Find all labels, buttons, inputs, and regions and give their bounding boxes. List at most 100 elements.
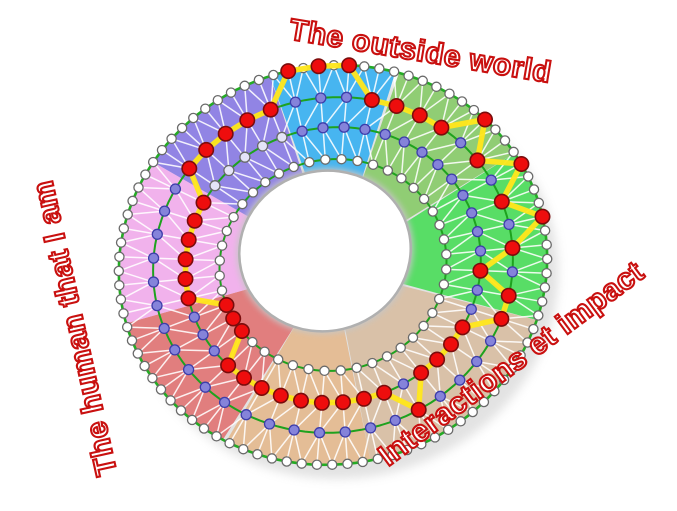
wheel-node-selected[interactable] xyxy=(334,394,351,411)
wheel-node-ring3[interactable] xyxy=(208,345,220,357)
wheel-node-inner[interactable] xyxy=(221,225,233,237)
wheel-node-ring3[interactable] xyxy=(188,311,200,323)
wheel-node-inner[interactable] xyxy=(260,176,271,188)
wheel-node-selected[interactable] xyxy=(433,119,450,136)
wheel-node-ring3[interactable] xyxy=(256,140,269,152)
wheel-node-ring2[interactable] xyxy=(151,228,163,240)
wheel-node-ring3[interactable] xyxy=(474,245,487,257)
wheel-node-outer[interactable] xyxy=(198,423,210,434)
wheel-node-selected[interactable] xyxy=(198,141,215,158)
wheel-node-ring2[interactable] xyxy=(471,355,483,368)
wheel-node-selected[interactable] xyxy=(186,212,203,229)
wheel-node-outer[interactable] xyxy=(431,81,442,93)
wheel-node-selected[interactable] xyxy=(341,57,358,74)
wheel-node-ring2[interactable] xyxy=(313,427,326,439)
wheel-node-inner[interactable] xyxy=(336,153,347,165)
wheel-node-ring3[interactable] xyxy=(338,121,350,133)
wheel-node-outer[interactable] xyxy=(147,372,158,384)
wheel-node-outer[interactable] xyxy=(455,416,466,427)
wheel-node-outer[interactable] xyxy=(224,437,235,449)
wheel-node-outer[interactable] xyxy=(225,87,237,98)
wheel-node-selected[interactable] xyxy=(310,58,327,75)
wheel-node-outer[interactable] xyxy=(266,453,278,464)
wheel-node-selected[interactable] xyxy=(239,112,256,129)
wheel-node-outer[interactable] xyxy=(444,88,455,99)
wheel-node-outer[interactable] xyxy=(539,282,551,293)
wheel-node-selected[interactable] xyxy=(504,240,521,257)
wheel-node-ring2[interactable] xyxy=(506,266,519,278)
wheel-node-outer[interactable] xyxy=(118,223,130,234)
wheel-node-selected[interactable] xyxy=(363,92,380,109)
wheel-node-inner[interactable] xyxy=(367,357,378,369)
wheel-node-ring2[interactable] xyxy=(263,418,276,430)
wheel-node-outer[interactable] xyxy=(115,294,127,305)
wheel-node-ring3[interactable] xyxy=(223,164,235,177)
wheel-node-ring3[interactable] xyxy=(416,146,428,158)
wheel-node-inner[interactable] xyxy=(433,293,445,305)
wheel-node-selected[interactable] xyxy=(413,364,430,381)
wheel-node-outer[interactable] xyxy=(155,384,167,395)
wheel-node-ring3[interactable] xyxy=(276,131,288,143)
wheel-node-ring3[interactable] xyxy=(398,136,410,148)
wheel-node-inner[interactable] xyxy=(216,285,228,296)
wheel-node-ring3[interactable] xyxy=(466,207,478,219)
wheel-node-outer[interactable] xyxy=(118,308,129,319)
wheel-node-selected[interactable] xyxy=(177,270,194,287)
wheel-node-outer[interactable] xyxy=(115,237,127,248)
wheel-node-selected[interactable] xyxy=(429,351,446,368)
wheel-node-ring2[interactable] xyxy=(169,183,182,195)
wheel-node-selected[interactable] xyxy=(493,310,510,327)
wheel-node-ring2[interactable] xyxy=(151,299,163,312)
sector-salmon[interactable] xyxy=(126,282,300,440)
wheel-node-inner[interactable] xyxy=(319,365,330,377)
wheel-node-outer[interactable] xyxy=(133,182,144,193)
wheel-node-ring2[interactable] xyxy=(389,414,401,427)
wheel-node-selected[interactable] xyxy=(195,194,212,211)
wheel-node-inner[interactable] xyxy=(418,320,429,332)
wheel-node-selected[interactable] xyxy=(292,392,309,409)
wheel-node-outer[interactable] xyxy=(239,80,250,92)
wheel-node-selected[interactable] xyxy=(534,208,551,225)
wheel-node-selected[interactable] xyxy=(472,262,489,279)
wheel-node-outer[interactable] xyxy=(541,239,552,250)
wheel-node-inner[interactable] xyxy=(214,270,225,281)
wheel-node-outer[interactable] xyxy=(478,396,490,408)
wheel-node-ring3[interactable] xyxy=(359,123,371,136)
wheel-node-outer[interactable] xyxy=(541,253,553,265)
wheel-node-selected[interactable] xyxy=(180,290,197,307)
wheel-node-outer[interactable] xyxy=(127,195,138,207)
wheel-node-outer[interactable] xyxy=(468,104,480,116)
wheel-node-ring2[interactable] xyxy=(503,218,515,231)
wheel-node-outer[interactable] xyxy=(417,75,428,87)
wheel-node-outer[interactable] xyxy=(522,337,533,348)
wheel-node-ring3[interactable] xyxy=(317,122,329,134)
wheel-node-outer[interactable] xyxy=(114,280,125,291)
wheel-node-ring2[interactable] xyxy=(147,252,160,264)
wheel-node-ring2[interactable] xyxy=(455,137,467,149)
wheel-node-outer[interactable] xyxy=(403,70,414,81)
wheel-node-outer[interactable] xyxy=(387,449,398,461)
wheel-node-outer[interactable] xyxy=(188,112,199,124)
wheel-node-outer[interactable] xyxy=(139,360,150,372)
wheel-node-outer[interactable] xyxy=(533,310,544,321)
wheel-node-ring2[interactable] xyxy=(158,205,171,217)
wheel-node-outer[interactable] xyxy=(416,438,427,450)
wheel-node-inner[interactable] xyxy=(418,193,430,205)
wheel-node-inner[interactable] xyxy=(427,206,439,217)
wheel-node-ring2[interactable] xyxy=(364,422,377,434)
wheel-node-inner[interactable] xyxy=(408,182,419,194)
wheel-node-ring3[interactable] xyxy=(379,128,391,141)
wheel-node-outer[interactable] xyxy=(507,362,519,374)
wheel-node-selected[interactable] xyxy=(280,63,297,80)
wheel-node-inner[interactable] xyxy=(228,211,239,223)
wheel-node-inner[interactable] xyxy=(259,346,270,357)
wheel-node-ring2[interactable] xyxy=(289,96,302,108)
wheel-node-ring2[interactable] xyxy=(218,396,231,409)
wheel-node-outer[interactable] xyxy=(357,456,368,468)
wheel-node-outer[interactable] xyxy=(456,96,468,107)
wheel-node-outer[interactable] xyxy=(536,296,548,307)
wheel-node-outer[interactable] xyxy=(541,267,552,279)
wheel-node-ring2[interactable] xyxy=(288,424,300,436)
wheel-node-selected[interactable] xyxy=(217,125,234,142)
wheel-node-inner[interactable] xyxy=(216,240,228,251)
